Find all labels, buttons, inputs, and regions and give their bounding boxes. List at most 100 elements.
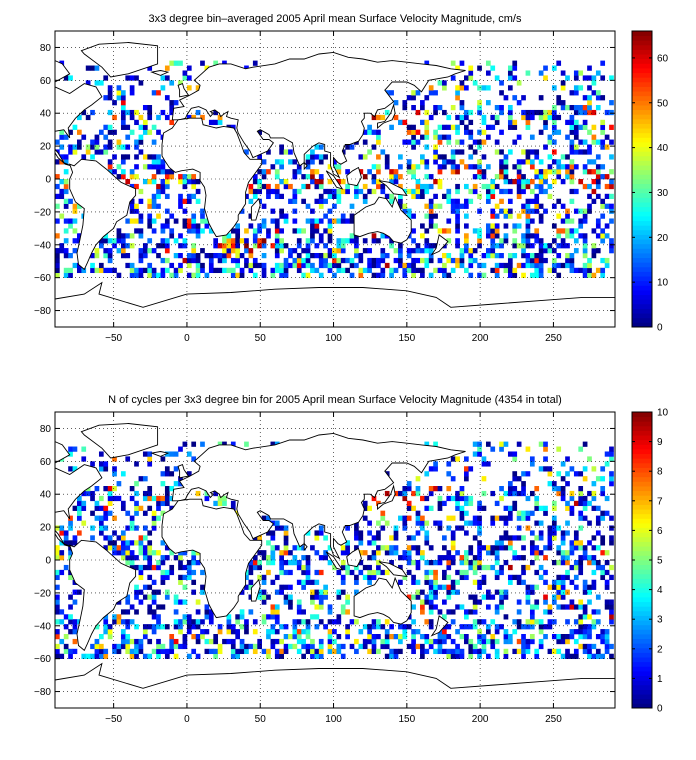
bin-cell bbox=[222, 243, 227, 249]
bin-cell bbox=[327, 545, 333, 551]
bin-cell bbox=[292, 193, 298, 200]
bin-cell bbox=[107, 535, 113, 541]
bin-cell bbox=[191, 213, 197, 219]
bin-cell bbox=[406, 515, 412, 521]
bin-cell bbox=[529, 510, 535, 516]
bin-cell bbox=[538, 257, 544, 264]
bin-cell bbox=[266, 634, 271, 640]
bin-cell bbox=[362, 515, 368, 521]
bin-cell bbox=[591, 228, 597, 234]
bin-cell bbox=[160, 169, 166, 175]
bin-cell bbox=[279, 589, 284, 595]
bin-cell bbox=[428, 490, 434, 497]
bin-cell bbox=[362, 183, 368, 190]
bin-cell bbox=[604, 569, 610, 576]
bin-cell bbox=[516, 223, 522, 229]
bin-cell bbox=[424, 238, 430, 244]
bin-cell bbox=[529, 164, 535, 170]
bin-cell bbox=[156, 638, 161, 645]
bin-cell bbox=[186, 257, 192, 264]
bin-cell bbox=[125, 124, 131, 130]
bin-cell bbox=[521, 183, 526, 190]
bin-cell bbox=[63, 634, 69, 640]
bin-cell bbox=[472, 515, 478, 521]
bin-cell bbox=[415, 179, 421, 185]
bin-cell bbox=[217, 257, 223, 264]
bin-cell bbox=[477, 169, 482, 175]
colorbar-segment bbox=[632, 183, 652, 189]
bin-cell bbox=[582, 213, 588, 219]
bin-cell bbox=[587, 540, 592, 546]
bin-cell bbox=[587, 490, 592, 497]
bin-cell bbox=[551, 129, 557, 135]
bin-cell bbox=[402, 208, 408, 214]
bin-cell bbox=[464, 213, 469, 219]
bin-cell bbox=[472, 80, 478, 86]
bin-cell bbox=[138, 564, 144, 571]
bin-cell bbox=[420, 267, 425, 274]
bin-cell bbox=[512, 619, 518, 625]
bin-cell bbox=[472, 451, 478, 457]
bin-cell bbox=[503, 262, 509, 269]
bin-cell bbox=[565, 233, 570, 239]
bin-cell bbox=[274, 228, 280, 234]
bin-cell bbox=[349, 272, 355, 278]
bin-cell bbox=[103, 545, 109, 551]
bin-cell bbox=[125, 648, 131, 655]
bin-cell bbox=[112, 100, 117, 106]
bin-cell bbox=[134, 510, 139, 516]
bin-cell bbox=[301, 629, 306, 635]
bin-cell bbox=[595, 648, 601, 655]
bin-cell bbox=[182, 174, 188, 180]
bin-cell bbox=[116, 481, 122, 487]
bin-cell bbox=[305, 154, 311, 160]
bin-cell bbox=[191, 579, 197, 585]
bin-cell bbox=[411, 188, 416, 195]
bin-cell bbox=[178, 574, 183, 581]
bin-cell bbox=[507, 579, 513, 585]
bin-cell bbox=[569, 579, 575, 585]
bin-cell bbox=[411, 490, 416, 497]
bin-cell bbox=[134, 75, 139, 81]
bin-cell bbox=[529, 530, 535, 536]
bin-cell bbox=[569, 139, 575, 145]
bin-cell bbox=[138, 638, 144, 645]
bin-cell bbox=[525, 624, 531, 630]
bin-cell bbox=[270, 267, 276, 274]
bin-cell bbox=[358, 272, 364, 278]
bin-cell bbox=[503, 594, 509, 600]
bin-cell bbox=[573, 584, 579, 590]
colorbar-tick-label: 10 bbox=[657, 408, 669, 419]
bin-cell bbox=[411, 95, 416, 101]
bin-cell bbox=[230, 643, 236, 650]
bin-cell bbox=[160, 267, 166, 274]
bin-cell bbox=[464, 476, 469, 482]
bin-cell bbox=[98, 515, 104, 521]
bin-cell bbox=[529, 257, 535, 264]
bin-cell bbox=[292, 634, 298, 640]
bin-cell bbox=[191, 257, 197, 264]
bin-cell bbox=[248, 188, 254, 195]
colorbar-segment bbox=[632, 211, 652, 217]
bin-cell bbox=[72, 619, 78, 625]
bin-cell bbox=[437, 105, 443, 111]
bin-cell bbox=[525, 564, 531, 571]
bin-cell bbox=[591, 560, 597, 566]
bin-cell bbox=[437, 228, 443, 234]
bin-cell bbox=[578, 545, 584, 551]
bin-cell bbox=[160, 223, 166, 229]
bin-cell bbox=[569, 149, 575, 155]
bin-cell bbox=[270, 609, 276, 615]
bin-cell bbox=[257, 643, 262, 650]
bin-cell bbox=[336, 569, 342, 576]
bin-cell bbox=[591, 624, 597, 630]
bin-cell bbox=[204, 223, 210, 229]
bin-cell bbox=[318, 648, 324, 655]
bin-cell bbox=[217, 267, 223, 274]
bin-cell bbox=[336, 243, 342, 249]
bin-cell bbox=[428, 584, 434, 590]
bin-cell bbox=[230, 228, 236, 234]
bin-cell bbox=[178, 243, 183, 249]
bin-cell bbox=[393, 634, 399, 640]
bin-cell bbox=[120, 540, 126, 546]
